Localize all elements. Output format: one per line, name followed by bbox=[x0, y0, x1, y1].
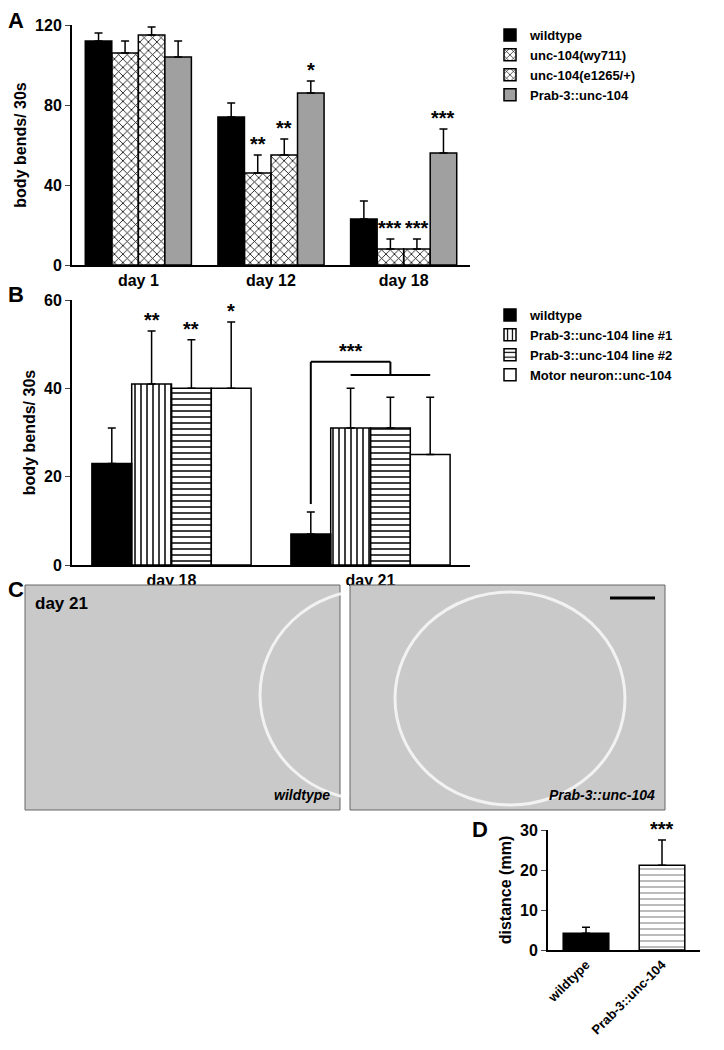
svg-text:40: 40 bbox=[44, 380, 62, 397]
svg-text:wildtype: wildtype bbox=[529, 28, 582, 43]
svg-text:10: 10 bbox=[520, 902, 538, 919]
svg-text:0: 0 bbox=[529, 942, 538, 959]
svg-text:*: * bbox=[307, 59, 315, 81]
svg-text:day 18: day 18 bbox=[147, 572, 197, 589]
svg-text:0: 0 bbox=[53, 257, 62, 274]
svg-text:body bends/ 30s: body bends/ 30s bbox=[12, 82, 29, 207]
svg-text:unc-104(e1265/+): unc-104(e1265/+) bbox=[530, 68, 635, 83]
svg-text:distance (mm): distance (mm) bbox=[497, 836, 514, 944]
svg-text:120: 120 bbox=[35, 17, 62, 34]
svg-text:**: ** bbox=[250, 133, 266, 155]
svg-text:**: ** bbox=[276, 117, 292, 139]
svg-text:wildtype: wildtype bbox=[274, 787, 330, 803]
svg-text:body bends/ 30s: body bends/ 30s bbox=[21, 370, 38, 495]
svg-text:B: B bbox=[8, 282, 24, 307]
svg-text:***: *** bbox=[431, 107, 455, 129]
svg-text:day 21: day 21 bbox=[346, 572, 396, 589]
svg-text:**: ** bbox=[183, 318, 199, 340]
svg-text:A: A bbox=[8, 8, 24, 33]
svg-text:***: *** bbox=[405, 217, 429, 239]
svg-text:***: *** bbox=[650, 818, 674, 840]
svg-text:day 21: day 21 bbox=[35, 594, 88, 613]
svg-text:Prab-3::unc-104 line #2: Prab-3::unc-104 line #2 bbox=[530, 348, 672, 363]
svg-text:Prab-3::unc-104: Prab-3::unc-104 bbox=[589, 957, 670, 1038]
svg-text:Prab-3::unc-104 line #1: Prab-3::unc-104 line #1 bbox=[530, 328, 672, 343]
svg-text:Motor neuron::unc-104: Motor neuron::unc-104 bbox=[530, 368, 672, 383]
svg-text:40: 40 bbox=[44, 177, 62, 194]
svg-text:day 12: day 12 bbox=[246, 272, 296, 289]
svg-text:Prab-3::unc-104: Prab-3::unc-104 bbox=[549, 787, 655, 803]
svg-text:**: ** bbox=[144, 309, 160, 331]
svg-text:***: *** bbox=[378, 217, 402, 239]
svg-text:80: 80 bbox=[44, 97, 62, 114]
svg-text:20: 20 bbox=[520, 862, 538, 879]
svg-text:20: 20 bbox=[44, 468, 62, 485]
svg-text:***: *** bbox=[339, 340, 363, 362]
svg-text:Prab-3::unc-104: Prab-3::unc-104 bbox=[530, 88, 629, 103]
svg-text:*: * bbox=[227, 300, 235, 322]
svg-text:60: 60 bbox=[44, 292, 62, 309]
svg-text:day 18: day 18 bbox=[379, 272, 429, 289]
svg-text:D: D bbox=[472, 817, 488, 842]
svg-text:wildtype: wildtype bbox=[529, 308, 582, 323]
svg-text:30: 30 bbox=[520, 822, 538, 839]
svg-text:wildtype: wildtype bbox=[545, 957, 593, 1005]
svg-text:unc-104(wy711): unc-104(wy711) bbox=[530, 48, 626, 63]
svg-text:day 1: day 1 bbox=[118, 272, 159, 289]
svg-text:0: 0 bbox=[53, 557, 62, 574]
svg-text:C: C bbox=[8, 577, 24, 602]
